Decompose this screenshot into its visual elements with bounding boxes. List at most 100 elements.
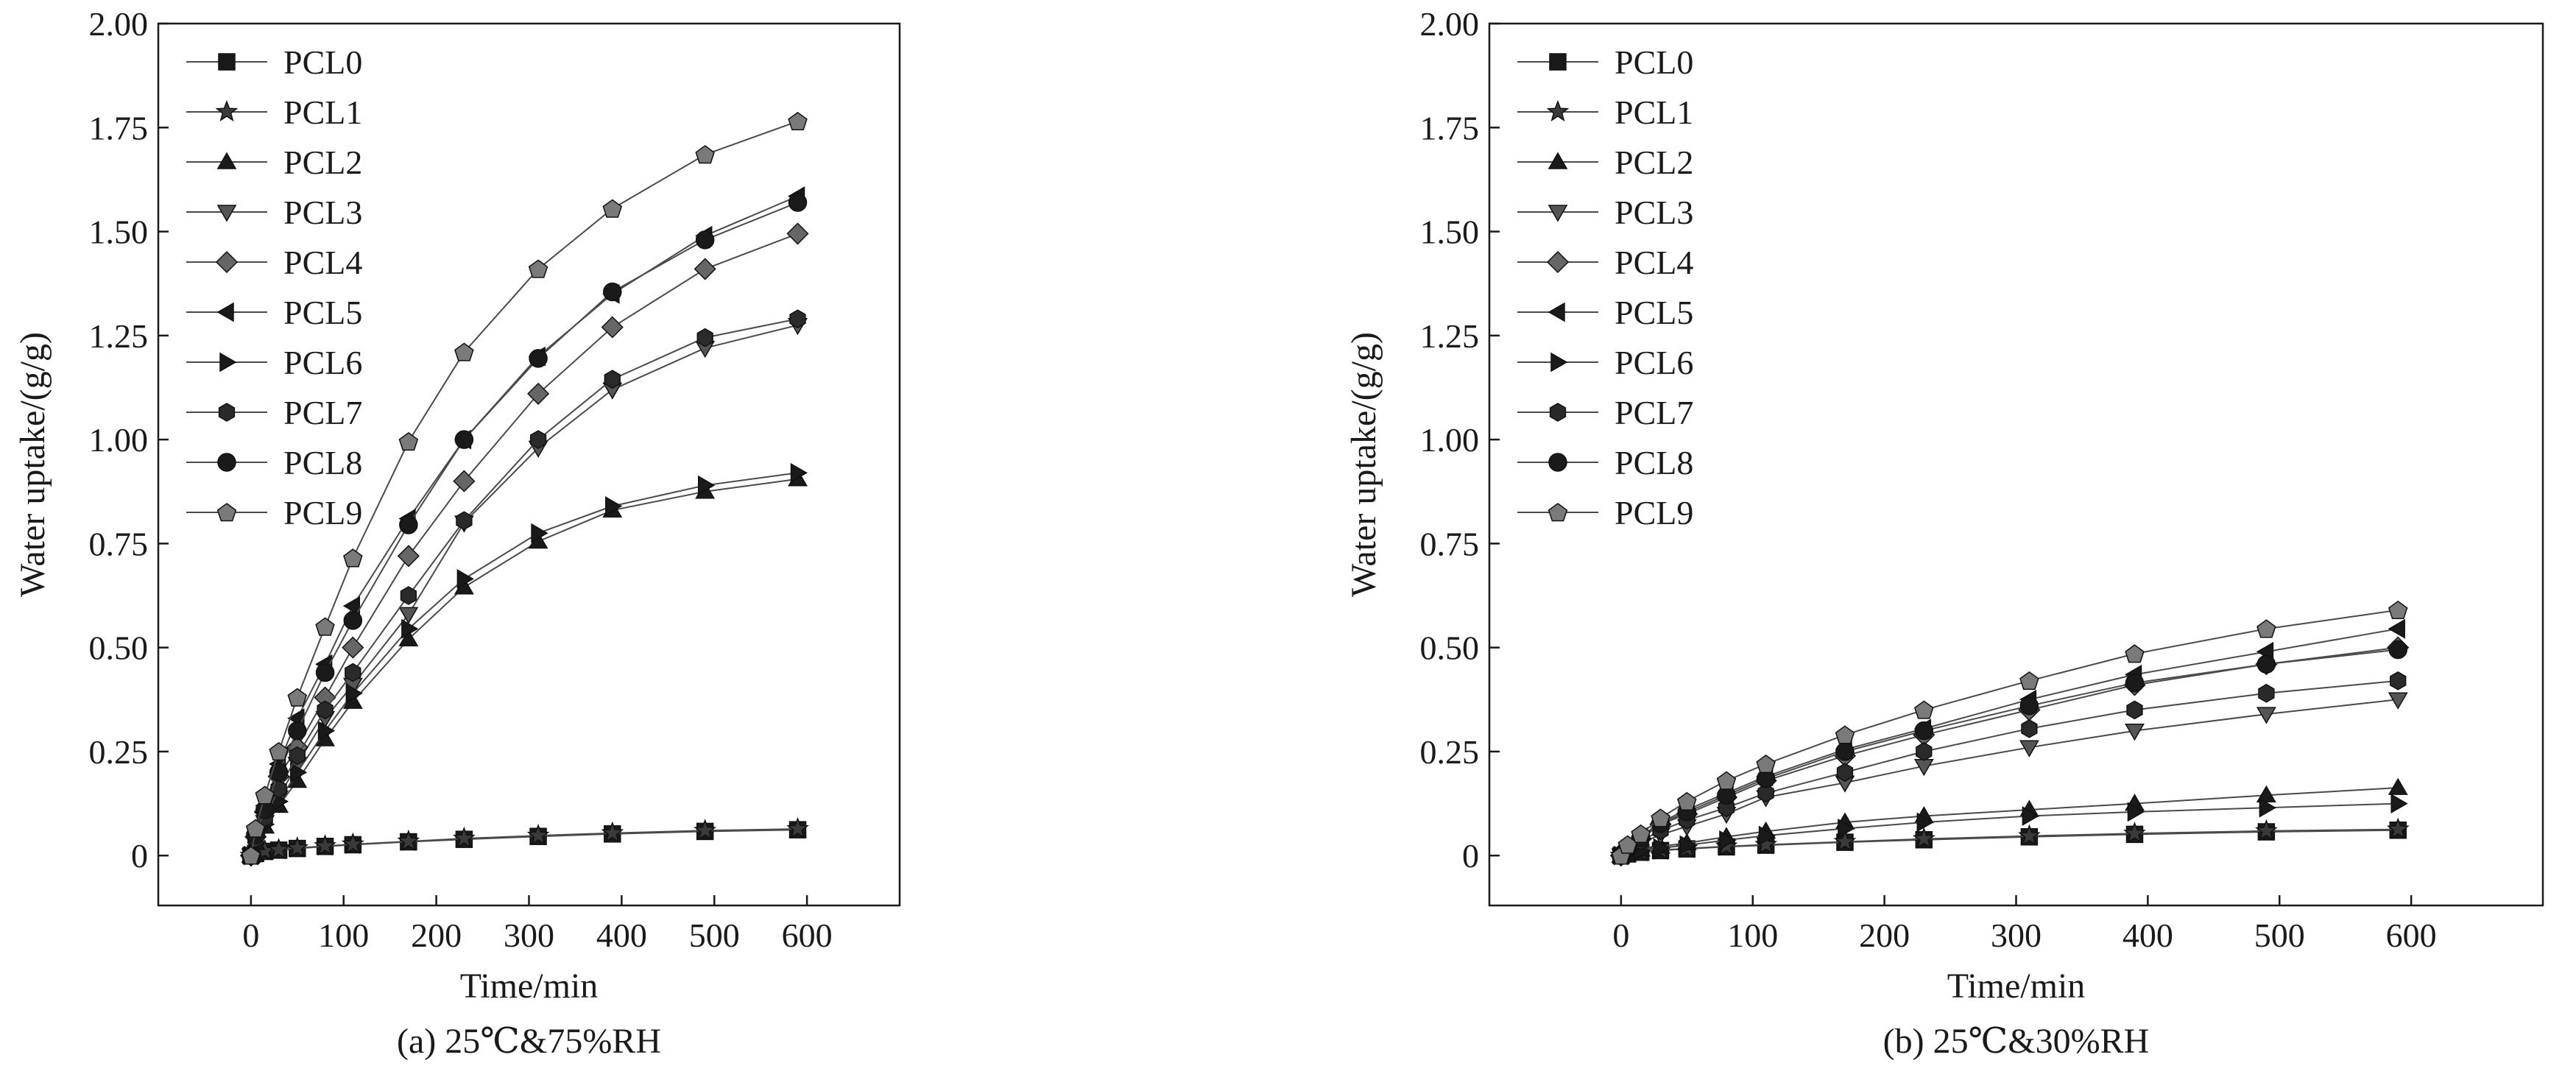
data-point xyxy=(601,821,624,843)
data-point xyxy=(604,370,621,389)
data-point xyxy=(399,515,418,534)
data-point xyxy=(2388,692,2408,710)
data-point xyxy=(453,470,476,492)
y-tick-label: 0 xyxy=(1462,837,1479,875)
x-tick-label: 600 xyxy=(782,917,833,954)
legend-label: PCL9 xyxy=(283,494,362,532)
data-point xyxy=(1651,808,1670,827)
data-point xyxy=(2388,600,2408,620)
data-point xyxy=(526,823,550,846)
legend-marker xyxy=(1548,503,1568,522)
data-point xyxy=(1914,700,1934,719)
y-tick-label: 1.25 xyxy=(1420,317,1480,355)
legend-marker xyxy=(215,250,239,274)
data-point xyxy=(1916,742,1933,761)
data-point xyxy=(255,785,275,805)
data-point xyxy=(2388,640,2407,660)
data-point xyxy=(245,819,266,838)
data-point xyxy=(454,430,474,449)
data-point xyxy=(398,607,419,624)
data-point xyxy=(1653,838,1671,858)
x-tick-label: 100 xyxy=(1727,917,1778,954)
legend-marker xyxy=(1549,53,1567,71)
data-point xyxy=(1716,771,1737,790)
y-tick-label: 0.25 xyxy=(1420,733,1480,771)
data-point xyxy=(2388,618,2405,639)
data-point xyxy=(601,316,624,339)
legend-label: PCL6 xyxy=(1615,344,1693,381)
data-point xyxy=(400,586,417,605)
data-point xyxy=(695,230,715,250)
data-point xyxy=(531,523,548,543)
data-point xyxy=(456,569,474,589)
legend-marker xyxy=(1548,152,1568,169)
legend-marker xyxy=(216,152,237,169)
data-point xyxy=(2125,644,2145,663)
x-tick-label: 500 xyxy=(689,917,740,954)
x-tick-label: 400 xyxy=(596,917,647,954)
y-tick-label: 2.00 xyxy=(89,5,149,43)
data-point xyxy=(2019,740,2039,758)
data-point xyxy=(788,193,808,212)
series-pcl9 xyxy=(1611,600,2408,865)
data-point xyxy=(1835,725,1855,744)
data-point xyxy=(1836,763,1854,783)
data-point xyxy=(342,636,364,659)
data-point xyxy=(267,838,291,860)
data-point xyxy=(2021,718,2038,738)
data-point xyxy=(697,475,716,495)
data-point xyxy=(2388,777,2408,795)
legend-label: PCL3 xyxy=(1615,194,1693,231)
x-tick-label: 100 xyxy=(318,917,369,954)
data-point xyxy=(528,259,548,278)
data-point xyxy=(1835,742,1855,761)
y-tick-label: 0.50 xyxy=(1420,629,1480,667)
legend-label: PCL0 xyxy=(283,43,362,81)
data-point xyxy=(2018,824,2041,846)
legend: PCL0 PCL1 PCL2 PCL3 PCL4 PCL5 PCL6 PCL7 PCL8 PCL9 xyxy=(1517,43,1693,532)
legend-label: PCL8 xyxy=(283,444,362,481)
data-point xyxy=(290,762,308,783)
data-point xyxy=(529,349,548,368)
legend-marker xyxy=(215,99,239,122)
data-point xyxy=(1758,825,1776,846)
panel-caption: (a) 25℃&75%RH xyxy=(397,1022,661,1061)
series-pcl1 xyxy=(239,816,809,866)
legend-label: PCL7 xyxy=(1615,394,1693,431)
x-tick-label: 400 xyxy=(2122,917,2173,954)
legend-label: PCL1 xyxy=(1615,93,1693,131)
x-axis-label: Time/min xyxy=(1947,967,2086,1006)
legend-label: PCL5 xyxy=(1615,294,1693,331)
legend-label: PCL2 xyxy=(283,144,362,181)
data-point xyxy=(602,199,623,218)
data-point xyxy=(1679,835,1697,855)
data-point xyxy=(694,258,716,280)
data-point xyxy=(398,629,419,647)
data-point xyxy=(1833,830,1857,852)
legend-label: PCL4 xyxy=(283,244,362,281)
data-point xyxy=(2125,723,2145,741)
data-point xyxy=(454,342,474,361)
data-point xyxy=(397,545,420,568)
data-point xyxy=(695,145,715,164)
legend-label: PCL9 xyxy=(1615,494,1693,532)
data-point xyxy=(2125,673,2145,693)
data-point xyxy=(289,746,306,766)
data-point xyxy=(1914,721,1934,741)
legend-marker xyxy=(1550,352,1568,372)
x-tick-label: 0 xyxy=(242,917,259,954)
data-point xyxy=(269,741,289,761)
legend-label: PCL7 xyxy=(283,394,362,431)
legend-marker xyxy=(216,302,234,322)
data-point xyxy=(1756,754,1776,774)
data-point xyxy=(529,430,547,449)
data-point xyxy=(790,462,808,483)
y-tick-label: 2.00 xyxy=(1420,5,1480,43)
legend-marker xyxy=(219,352,237,372)
data-point xyxy=(343,611,363,630)
x-axis-label: Time/min xyxy=(460,967,599,1006)
x-tick-label: 0 xyxy=(1612,917,1629,954)
data-point xyxy=(453,826,476,849)
x-tick-label: 300 xyxy=(504,917,554,954)
